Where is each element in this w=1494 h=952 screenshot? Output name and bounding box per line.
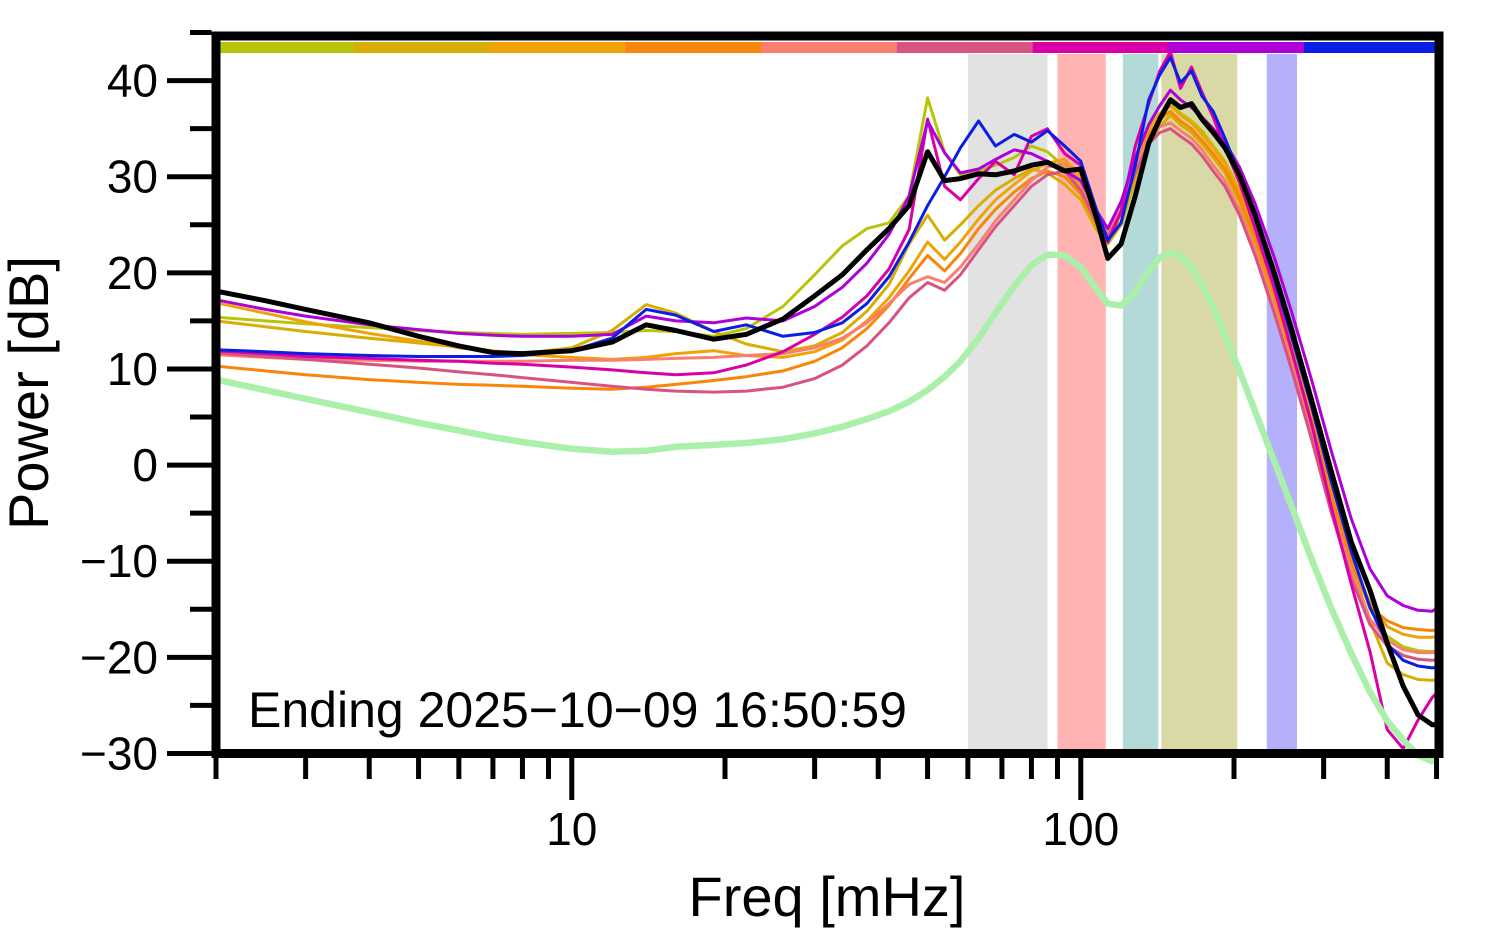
spectrum-curves: [212, 50, 1443, 765]
spectrum-curve-segment-7: [214, 50, 1441, 751]
highlight-band-5: [1266, 54, 1297, 749]
time-seg-4-swatch: [625, 42, 762, 53]
time-seg-5-swatch: [761, 42, 898, 53]
y-axis-label: Power [dB]: [0, 256, 60, 530]
time-seg-1-swatch: [218, 42, 355, 53]
y-tick-label: 0: [132, 439, 158, 491]
time-seg-7-swatch: [1032, 42, 1170, 53]
spectrum-curve-mean-spectrum: [213, 97, 1442, 728]
y-tick-label: 40: [107, 55, 158, 107]
time-seg-6-swatch: [896, 42, 1034, 53]
time-seg-2-swatch: [353, 42, 491, 53]
ending-timestamp-annotation: Ending 2025−10−09 16:50:59: [248, 682, 907, 738]
spectrum-curve-segment-2: [214, 113, 1441, 682]
highlight-band-1: [967, 54, 1048, 749]
time-seg-9-swatch: [1304, 42, 1441, 53]
time-seg-3-swatch: [489, 42, 626, 53]
highlight-band-4: [1161, 54, 1238, 749]
x-tick-label: 10: [546, 803, 597, 855]
spectrum-curve-segment-8: [214, 88, 1441, 613]
spectrum-curve-low-noise-reference: [212, 249, 1443, 765]
time-colorbar: [218, 42, 1441, 53]
spectrum-curve-segment-9-newest: [214, 56, 1441, 670]
y-tick-label: 20: [107, 247, 158, 299]
spectrum-curve-segment-5: [214, 121, 1441, 655]
y-tick-label: 10: [107, 343, 158, 395]
x-tick-label: 100: [1042, 803, 1119, 855]
spectrum-curve-segment-1-oldest: [214, 96, 1441, 654]
x-axis-label: Freq [mHz]: [689, 865, 966, 928]
y-tick-label: 30: [107, 151, 158, 203]
y-tick-label: −30: [80, 728, 158, 780]
plot-frame: [211, 31, 1444, 758]
y-tick-label: −20: [80, 631, 158, 683]
y-tick-label: −10: [80, 535, 158, 587]
time-seg-8-swatch: [1168, 42, 1305, 53]
axis-ticks: [167, 30, 1440, 800]
spectrum-curve-segment-6: [214, 127, 1441, 662]
